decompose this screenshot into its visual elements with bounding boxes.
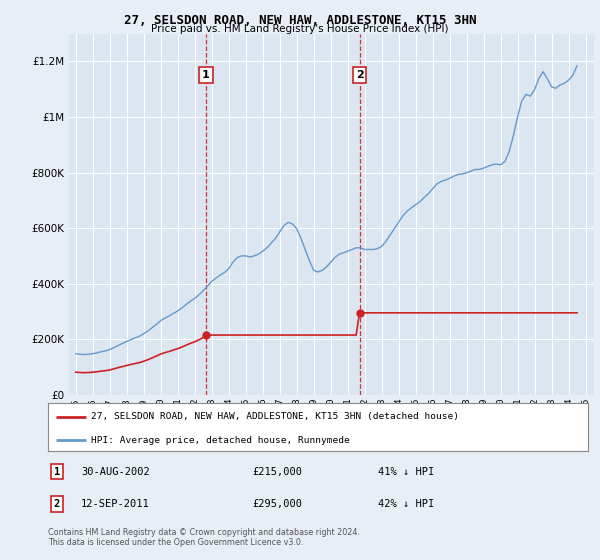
Text: £295,000: £295,000: [252, 499, 302, 509]
Text: £215,000: £215,000: [252, 466, 302, 477]
Text: Contains HM Land Registry data © Crown copyright and database right 2024.
This d: Contains HM Land Registry data © Crown c…: [48, 528, 360, 547]
Text: 2: 2: [356, 70, 364, 80]
Text: 12-SEP-2011: 12-SEP-2011: [81, 499, 150, 509]
Text: 27, SELSDON ROAD, NEW HAW, ADDLESTONE, KT15 3HN (detached house): 27, SELSDON ROAD, NEW HAW, ADDLESTONE, K…: [91, 412, 459, 421]
Text: 30-AUG-2002: 30-AUG-2002: [81, 466, 150, 477]
Text: 42% ↓ HPI: 42% ↓ HPI: [378, 499, 434, 509]
Text: 1: 1: [54, 466, 60, 477]
Text: 41% ↓ HPI: 41% ↓ HPI: [378, 466, 434, 477]
Text: 27, SELSDON ROAD, NEW HAW, ADDLESTONE, KT15 3HN: 27, SELSDON ROAD, NEW HAW, ADDLESTONE, K…: [124, 14, 476, 27]
Text: HPI: Average price, detached house, Runnymede: HPI: Average price, detached house, Runn…: [91, 436, 350, 445]
Text: 2: 2: [54, 499, 60, 509]
Text: Price paid vs. HM Land Registry's House Price Index (HPI): Price paid vs. HM Land Registry's House …: [151, 24, 449, 34]
Text: 1: 1: [202, 70, 210, 80]
